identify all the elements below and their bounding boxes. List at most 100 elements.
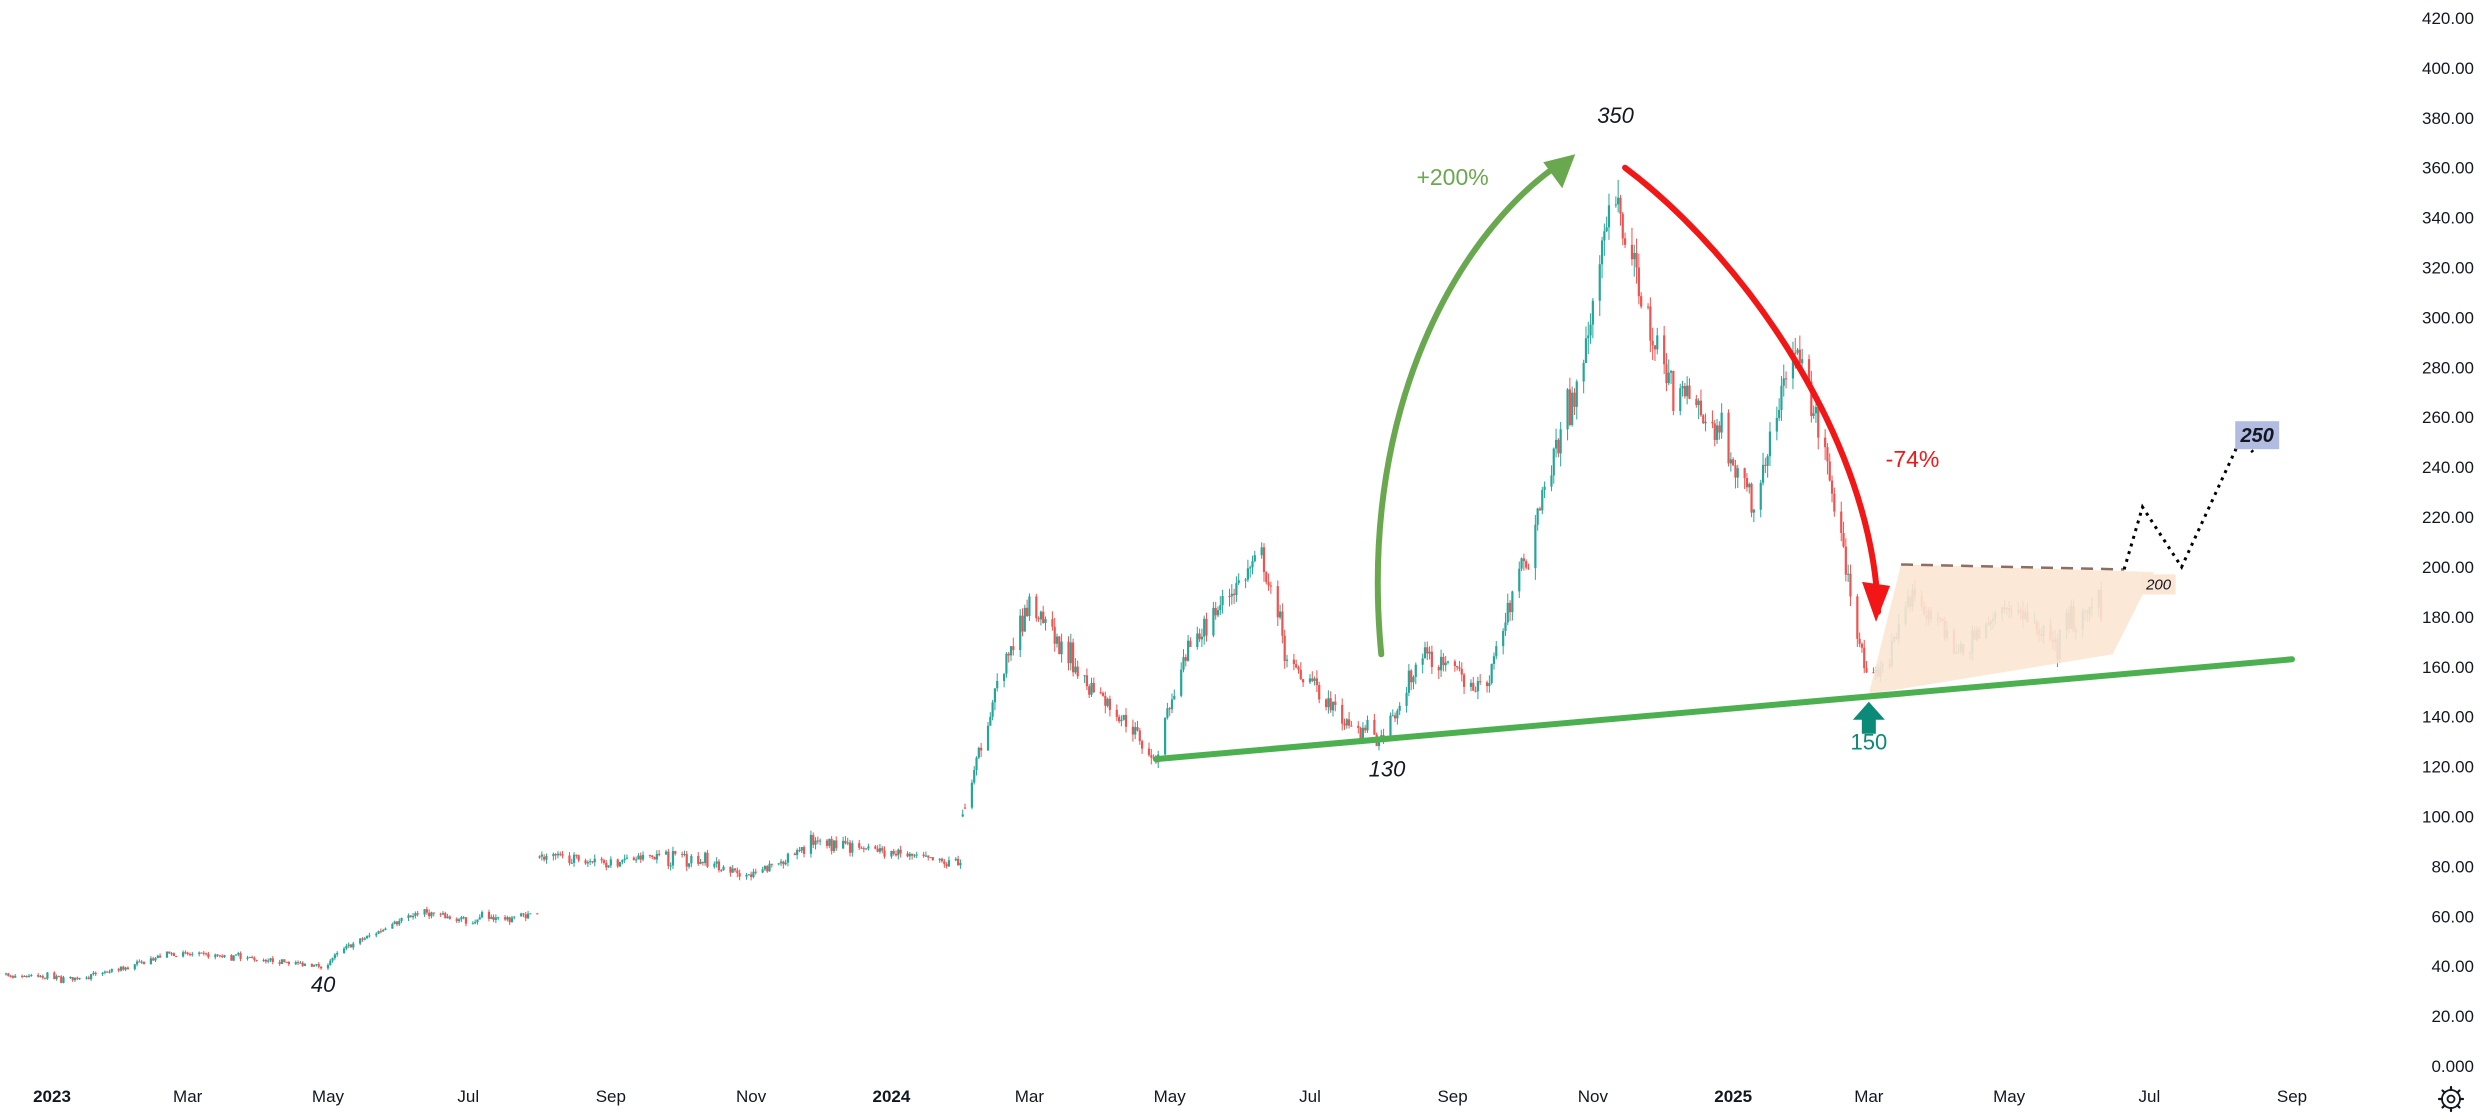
candle-body xyxy=(1230,593,1233,597)
time-axis[interactable]: 2023 Mar May Jul Sep Nov 2024 Mar May Jul Sep Nov 20… xyxy=(33,1087,2307,1106)
candle-body xyxy=(1856,596,1859,639)
candle-body xyxy=(782,861,785,865)
candles-layer xyxy=(0,179,2103,984)
candle-body xyxy=(1329,698,1332,711)
candle-body xyxy=(1828,461,1831,481)
candle-body xyxy=(786,853,790,863)
candle-body xyxy=(60,976,63,983)
candle-body xyxy=(846,842,849,844)
candle-body xyxy=(444,913,447,919)
candle-body xyxy=(674,851,677,854)
candle-body xyxy=(1444,662,1447,666)
x-tick-label: May xyxy=(312,1087,345,1106)
candle-body xyxy=(1198,633,1201,640)
candle-body xyxy=(237,953,240,955)
candle-body xyxy=(1495,646,1498,657)
candle-body xyxy=(377,931,380,934)
candle-body xyxy=(1812,413,1815,416)
candle-body xyxy=(545,856,548,860)
y-tick-label: 100.00 xyxy=(2422,807,2474,826)
candle-body xyxy=(423,909,426,915)
fall-arrow-head xyxy=(1862,581,1891,622)
candle-body xyxy=(1088,686,1091,695)
candle-body xyxy=(1244,579,1247,581)
candle-body xyxy=(989,716,992,726)
candle-body xyxy=(745,874,748,877)
candle-body xyxy=(1074,666,1077,673)
candle-body xyxy=(384,928,387,930)
candle-body xyxy=(556,853,560,856)
candle-body xyxy=(635,859,638,861)
y-tick-label: 40.00 xyxy=(2431,957,2474,976)
candle-body xyxy=(747,874,750,876)
candle-body xyxy=(706,852,709,867)
candle-body xyxy=(945,864,948,867)
candle-body xyxy=(798,850,801,852)
candle-body xyxy=(1653,345,1657,350)
candle-body xyxy=(736,870,739,874)
candle-body xyxy=(1023,607,1026,632)
candle-body xyxy=(1051,619,1054,627)
candle-body xyxy=(768,863,771,872)
y-tick-label: 360.00 xyxy=(2422,159,2474,178)
candle-body xyxy=(779,861,783,864)
candle-body xyxy=(1534,524,1537,569)
candle-body xyxy=(497,917,500,919)
candle-body xyxy=(715,861,718,864)
candle-body xyxy=(1311,678,1314,681)
candle-body xyxy=(78,978,81,980)
candle-body xyxy=(1285,659,1289,661)
candle-body xyxy=(1276,586,1279,618)
candle-body xyxy=(1283,635,1286,661)
y-tick-label: 280.00 xyxy=(2422,358,2474,377)
target-tag: 250 xyxy=(2240,425,2274,447)
candle-body xyxy=(1764,464,1767,466)
candle-body xyxy=(1798,349,1801,364)
candle-body xyxy=(85,977,88,979)
candle-body xyxy=(1035,596,1038,619)
candle-body xyxy=(878,848,882,852)
candle-body xyxy=(754,871,757,873)
candle-body xyxy=(529,913,532,915)
y-tick-label: 380.00 xyxy=(2422,109,2474,128)
peak-label: 350 xyxy=(1597,103,1634,128)
candle-body xyxy=(296,962,300,964)
candle-body xyxy=(865,848,868,850)
candle-body xyxy=(830,838,833,852)
candle-body xyxy=(828,838,831,846)
candle-body xyxy=(1141,741,1144,749)
chart-settings-button[interactable] xyxy=(2436,1084,2466,1114)
candle-body xyxy=(1702,415,1705,424)
candle-body xyxy=(400,917,403,921)
candle-body xyxy=(14,975,17,978)
candle-body xyxy=(285,961,288,963)
candle-body xyxy=(149,958,152,965)
candle-body xyxy=(906,853,909,857)
candle-body xyxy=(1718,425,1721,433)
candle-body xyxy=(701,861,704,864)
candle-body xyxy=(770,863,773,865)
candle-body xyxy=(1412,676,1415,683)
candle-body xyxy=(784,862,787,865)
price-axis[interactable]: 0.000 20.00 40.00 60.00 80.00 100.00 120.00 140… xyxy=(2422,9,2474,1076)
candle-body xyxy=(283,959,286,962)
candle-body xyxy=(1315,678,1318,686)
candle-body xyxy=(1037,618,1040,620)
candle-body xyxy=(1688,385,1691,399)
candle-body xyxy=(1640,296,1643,307)
candle-body xyxy=(1055,636,1059,644)
candle-body xyxy=(651,855,654,857)
candle-body xyxy=(1072,642,1075,673)
candle-body xyxy=(1012,646,1015,651)
candle-body xyxy=(954,858,957,861)
candle-body xyxy=(641,854,645,860)
candle-body xyxy=(1042,611,1045,623)
candle-body xyxy=(271,958,274,963)
candle-body xyxy=(188,954,192,956)
y-tick-label: 400.00 xyxy=(2422,59,2474,78)
candle-body xyxy=(1840,511,1843,533)
candle-body xyxy=(1196,633,1199,648)
candle-body xyxy=(894,853,898,856)
candle-body xyxy=(602,860,606,863)
